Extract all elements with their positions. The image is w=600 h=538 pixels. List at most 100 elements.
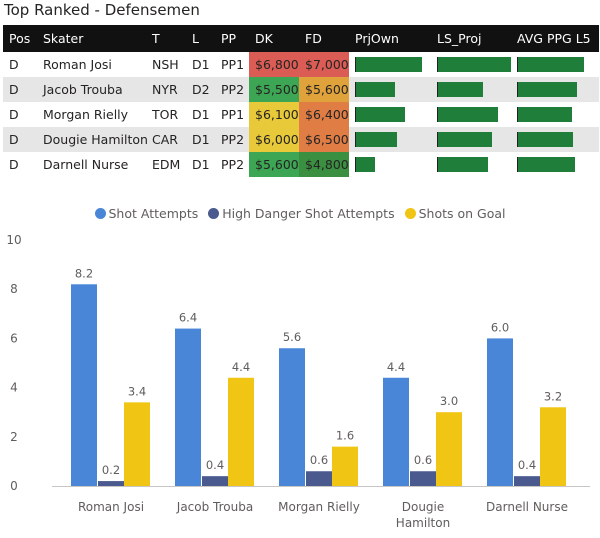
cell-pp: PP2 xyxy=(215,127,249,152)
y-axis-tick-label: 8 xyxy=(10,282,18,296)
data-bar xyxy=(438,157,488,172)
data-bar xyxy=(518,57,585,72)
data-bar-track xyxy=(355,132,431,147)
cell-pos: D xyxy=(3,52,37,77)
column-header-prjown[interactable]: PrjOwn xyxy=(349,25,431,52)
cell-pos: D xyxy=(3,127,37,152)
cell-avg-ppg-bar xyxy=(511,127,599,152)
cell-dk-salary: $6,000 xyxy=(249,127,299,152)
x-axis-category-label: Roman Josi xyxy=(78,500,144,514)
cell-dk-salary: $6,100 xyxy=(249,102,299,127)
column-header-dk[interactable]: DK xyxy=(249,25,299,52)
bar-shot-attempts xyxy=(279,348,305,486)
table-row[interactable]: D Morgan Rielly TOR D1 PP1 $6,100 $6,400 xyxy=(3,102,599,127)
data-bar xyxy=(356,57,422,72)
page-title: Top Ranked - Defensemen xyxy=(4,1,200,19)
column-header-pp[interactable]: PP xyxy=(215,25,249,52)
data-bar-track xyxy=(437,82,511,97)
column-header-skater[interactable]: Skater xyxy=(37,25,146,52)
x-axis-category-label: Morgan Rielly xyxy=(278,500,360,514)
bar-shot-attempts xyxy=(487,338,513,486)
data-bar xyxy=(438,107,498,122)
chart-legend: Shot Attempts High Danger Shot Attempts … xyxy=(0,206,600,221)
cell-dk-salary: $6,800 xyxy=(249,52,299,77)
data-bar-track xyxy=(517,82,599,97)
bar-shots-on-goal xyxy=(124,402,150,486)
cell-prjown-bar xyxy=(349,127,431,152)
bar-high-danger-shot-attempts xyxy=(514,476,540,486)
cell-team: TOR xyxy=(146,102,186,127)
cell-avg-ppg-bar xyxy=(511,52,599,77)
table-row[interactable]: D Dougie Hamilton CAR D1 PP2 $6,000 $6,500 xyxy=(3,127,599,152)
column-header-line[interactable]: L xyxy=(186,25,215,52)
cell-dk-salary: $5,600 xyxy=(249,152,299,177)
legend-item-shot-attempts[interactable]: Shot Attempts xyxy=(94,206,198,221)
data-label: 1.6 xyxy=(336,429,354,443)
cell-pos: D xyxy=(3,102,37,127)
cell-fd-salary: $5,600 xyxy=(299,77,349,102)
y-axis-tick-label: 4 xyxy=(10,381,18,395)
y-axis-tick-label: 6 xyxy=(10,331,18,345)
legend-item-high-danger-shot-attempts[interactable]: High Danger Shot Attempts xyxy=(208,206,395,221)
data-bar-track xyxy=(517,107,599,122)
column-header-ls-proj[interactable]: LS_Proj xyxy=(431,25,511,52)
data-bar-track xyxy=(437,57,511,72)
legend-item-shots-on-goal[interactable]: Shots on Goal xyxy=(404,206,506,221)
data-label: 0.6 xyxy=(310,453,328,467)
bar-high-danger-shot-attempts xyxy=(98,481,124,486)
cell-skater: Morgan Rielly xyxy=(37,102,146,127)
y-axis-tick-label: 0 xyxy=(10,479,18,493)
data-label: 6.0 xyxy=(491,320,509,334)
data-bar-track xyxy=(355,82,431,97)
column-header-pos[interactable]: Pos xyxy=(3,25,37,52)
data-label: 3.4 xyxy=(128,384,146,398)
legend-label: High Danger Shot Attempts xyxy=(222,206,395,221)
cell-line: D1 xyxy=(186,102,215,127)
cell-avg-ppg-bar xyxy=(511,102,599,127)
x-axis-category-label: Dougie xyxy=(402,500,445,514)
data-label: 5.6 xyxy=(283,330,301,344)
data-bar xyxy=(518,157,575,172)
cell-ls-proj-bar xyxy=(431,52,511,77)
bar-high-danger-shot-attempts xyxy=(202,476,228,486)
table-row[interactable]: D Jacob Trouba NYR D2 PP2 $5,500 $5,600 xyxy=(3,77,599,102)
cell-fd-salary: $6,500 xyxy=(299,127,349,152)
cell-ls-proj-bar xyxy=(431,152,511,177)
cell-line: D1 xyxy=(186,127,215,152)
legend-dot-shots-on-goal xyxy=(404,208,416,219)
cell-prjown-bar xyxy=(349,77,431,102)
cell-ls-proj-bar xyxy=(431,77,511,102)
column-header-team[interactable]: T xyxy=(146,25,186,52)
cell-line: D1 xyxy=(186,52,215,77)
cell-pos: D xyxy=(3,152,37,177)
cell-pp: PP1 xyxy=(215,102,249,127)
data-bar-track xyxy=(355,157,431,172)
cell-fd-salary: $4,800 xyxy=(299,152,349,177)
column-header-fd[interactable]: FD xyxy=(299,25,349,52)
data-label: 0.4 xyxy=(206,458,224,472)
bar-high-danger-shot-attempts xyxy=(306,471,332,486)
cell-pp: PP2 xyxy=(215,77,249,102)
cell-prjown-bar xyxy=(349,102,431,127)
cell-avg-ppg-bar xyxy=(511,152,599,177)
table-row[interactable]: D Darnell Nurse EDM D1 PP2 $5,600 $4,800 xyxy=(3,152,599,177)
table-row[interactable]: D Roman Josi NSH D1 PP1 $6,800 $7,000 xyxy=(3,52,599,77)
bar-shot-attempts xyxy=(71,284,97,486)
defensemen-table: Pos Skater T L PP DK FD PrjOwn LS_Proj A… xyxy=(3,25,599,177)
column-header-avg-ppg[interactable]: AVG PPG L5 xyxy=(511,25,599,52)
bar-shot-attempts xyxy=(175,328,201,486)
data-bar-track xyxy=(437,107,511,122)
data-label: 4.4 xyxy=(232,360,250,374)
cell-prjown-bar xyxy=(349,152,431,177)
data-bar-track xyxy=(437,157,511,172)
data-bar-track xyxy=(517,57,599,72)
data-bar xyxy=(356,157,375,172)
cell-fd-salary: $7,000 xyxy=(299,52,349,77)
data-label: 4.4 xyxy=(387,360,405,374)
data-label: 3.0 xyxy=(440,394,458,408)
cell-line: D1 xyxy=(186,152,215,177)
data-label: 3.2 xyxy=(544,389,562,403)
data-bar xyxy=(518,132,574,147)
legend-label: Shots on Goal xyxy=(418,206,506,221)
y-axis-tick-label: 10 xyxy=(6,233,21,247)
